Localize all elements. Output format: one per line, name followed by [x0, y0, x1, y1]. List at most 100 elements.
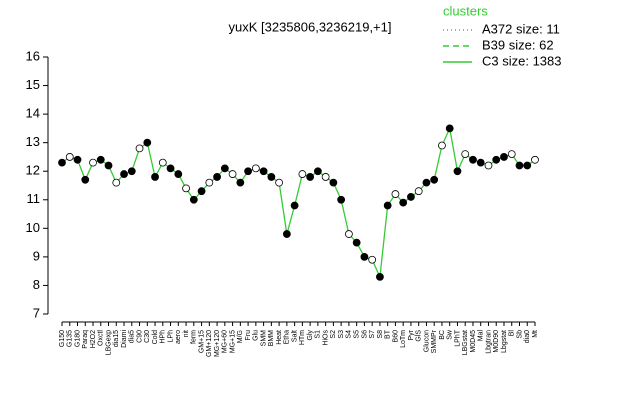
data-point	[453, 167, 462, 176]
x-tick-label: Sb	[516, 330, 523, 339]
x-tick-label: nit	[183, 330, 190, 337]
data-point	[445, 124, 454, 133]
x-tick-label: S5	[353, 330, 360, 339]
x-tick-label: Oxctl	[98, 330, 105, 346]
x-tick-label: LPh	[167, 330, 174, 343]
x-tick-label: Lbgtran	[485, 330, 492, 354]
legend-label: A372 size: 11	[482, 21, 560, 36]
x-tick-label: Mt	[532, 330, 539, 338]
data-point	[461, 150, 470, 158]
data-point	[422, 178, 431, 187]
data-point	[492, 155, 501, 164]
y-tick-label: 14	[26, 106, 40, 121]
x-tick-label: S6	[361, 330, 368, 339]
data-point	[368, 255, 377, 264]
y-tick-label: 8	[33, 277, 40, 292]
data-point	[476, 158, 485, 167]
data-point	[391, 190, 400, 198]
x-tick-label: MG+15	[229, 330, 236, 353]
x-tick-label: GlS	[416, 330, 423, 342]
data-point	[430, 175, 439, 184]
data-point	[321, 173, 330, 181]
x-tick-label: S4	[346, 330, 353, 339]
data-point	[531, 155, 539, 164]
y-tick-label: 15	[26, 77, 40, 92]
x-tick-label: S3	[338, 330, 345, 339]
legend-label: B39 size: 62	[482, 37, 554, 52]
legend-title: clusters	[443, 3, 488, 18]
data-point	[500, 153, 508, 161]
x-tick-label: Glu	[253, 330, 260, 341]
y-tick-label: 9	[33, 248, 40, 263]
x-tick-label: Paraq	[82, 330, 89, 349]
data-point	[290, 201, 299, 210]
data-point	[345, 230, 353, 238]
data-point	[58, 158, 66, 167]
x-tick-label: Fru	[245, 330, 252, 341]
x-tick-label: Etha	[284, 330, 291, 345]
y-tick-label: 13	[26, 134, 40, 149]
y-tick-label: 16	[26, 48, 40, 63]
x-tick-label: Mal	[478, 330, 485, 342]
data-point	[89, 158, 97, 167]
x-tick-label: SMMPr	[431, 329, 438, 353]
data-point	[313, 167, 322, 176]
x-tick-label: Glucon	[423, 330, 430, 352]
chart-title: yuxK [3235806,3236219,+1]	[228, 19, 391, 34]
x-tick-label: S2	[330, 330, 337, 339]
x-tick-label: ferm	[191, 330, 198, 344]
x-tick-label: LBGstat	[462, 330, 469, 355]
data-point	[112, 178, 121, 187]
x-tick-label: M/G	[237, 330, 244, 343]
data-point	[484, 161, 493, 170]
x-tick-label: GM+120	[206, 330, 213, 357]
x-tick-label: G180	[74, 330, 81, 347]
data-point	[282, 230, 291, 238]
data-point	[329, 178, 338, 187]
data-point	[120, 170, 128, 178]
x-tick-label: BMM	[268, 330, 275, 347]
x-tick-label: B60	[392, 330, 399, 343]
data-point	[135, 144, 144, 153]
x-tick-label: S7	[369, 330, 376, 339]
x-tick-label: BC	[439, 330, 446, 340]
x-tick-label: SMM	[260, 330, 267, 347]
data-point	[81, 175, 90, 184]
x-tick-label: LBGexp	[105, 330, 112, 355]
data-point	[469, 155, 477, 164]
x-tick-label: BT	[385, 329, 392, 339]
data-point	[376, 272, 384, 281]
data-point	[197, 187, 206, 196]
data-point	[158, 158, 167, 167]
legend-label: C3 size: 1383	[482, 53, 562, 68]
data-point	[228, 170, 237, 178]
data-point	[523, 161, 532, 170]
x-tick-label: LPhT	[454, 329, 461, 346]
data-point	[275, 178, 284, 187]
y-tick-label: 11	[27, 191, 41, 206]
data-point	[182, 184, 190, 193]
x-tick-label: aero	[175, 330, 182, 344]
x-tick-label: dia15	[113, 330, 120, 347]
x-tick-label: HTm	[299, 330, 306, 345]
x-tick-label: MG+60	[222, 330, 229, 353]
data-point	[189, 195, 198, 204]
data-point	[127, 167, 136, 176]
x-tick-label: S8	[377, 330, 384, 339]
data-point	[104, 161, 113, 170]
data-point	[244, 167, 252, 176]
data-point	[151, 173, 159, 181]
data-point	[515, 161, 524, 170]
x-tick-label: Gly	[307, 330, 314, 341]
y-tick-label: 7	[33, 305, 40, 320]
data-point	[73, 155, 82, 164]
data-point	[205, 178, 214, 187]
data-point	[236, 178, 245, 187]
x-tick-label: MG+120	[214, 330, 221, 357]
x-tick-label: Lbgstat	[501, 330, 508, 353]
y-tick-label: 10	[26, 220, 40, 235]
x-tick-label: Cold	[152, 330, 159, 345]
x-tick-label: M0D45	[470, 330, 477, 353]
y-tick-label: 12	[26, 163, 40, 178]
